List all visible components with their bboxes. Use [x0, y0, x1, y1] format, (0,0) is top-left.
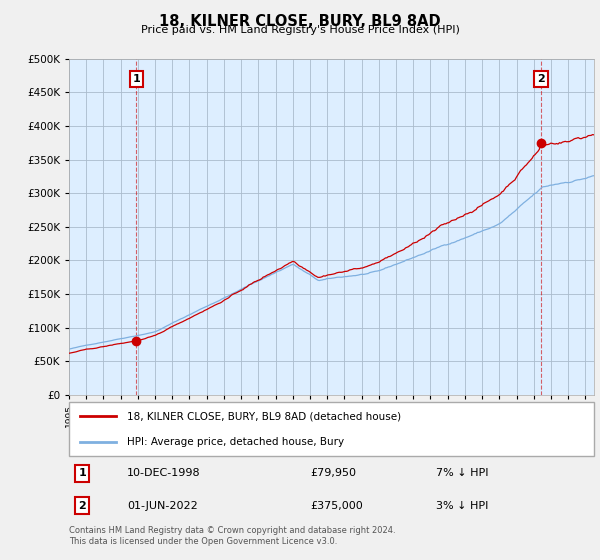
- Text: 18, KILNER CLOSE, BURY, BL9 8AD (detached house): 18, KILNER CLOSE, BURY, BL9 8AD (detache…: [127, 412, 401, 421]
- Text: 7% ↓ HPI: 7% ↓ HPI: [437, 468, 489, 478]
- Text: £79,950: £79,950: [311, 468, 356, 478]
- Text: 1: 1: [78, 468, 86, 478]
- Text: 2: 2: [78, 501, 86, 511]
- FancyBboxPatch shape: [69, 402, 594, 456]
- Text: 18, KILNER CLOSE, BURY, BL9 8AD: 18, KILNER CLOSE, BURY, BL9 8AD: [159, 14, 441, 29]
- Text: HPI: Average price, detached house, Bury: HPI: Average price, detached house, Bury: [127, 437, 344, 446]
- Text: 10-DEC-1998: 10-DEC-1998: [127, 468, 200, 478]
- Text: £375,000: £375,000: [311, 501, 363, 511]
- Text: Price paid vs. HM Land Registry's House Price Index (HPI): Price paid vs. HM Land Registry's House …: [140, 25, 460, 35]
- Text: 1: 1: [133, 74, 140, 84]
- Text: 01-JUN-2022: 01-JUN-2022: [127, 501, 197, 511]
- Text: Contains HM Land Registry data © Crown copyright and database right 2024.
This d: Contains HM Land Registry data © Crown c…: [69, 526, 395, 546]
- Text: 2: 2: [537, 74, 545, 84]
- Text: 3% ↓ HPI: 3% ↓ HPI: [437, 501, 489, 511]
